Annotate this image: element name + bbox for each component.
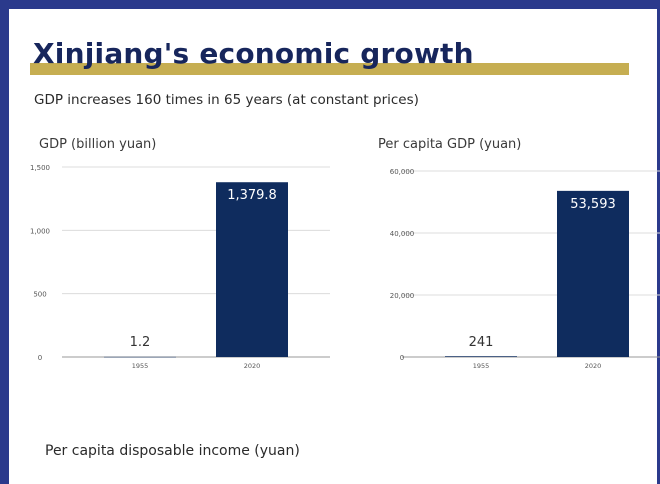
y-tick-label: 0: [38, 354, 42, 362]
y-tick-label: 60,000: [390, 168, 415, 176]
data-label: 1.2: [130, 335, 151, 350]
y-tick-label: 20,000: [390, 292, 415, 300]
y-tick-label: 1,500: [30, 164, 50, 172]
y-tick-label: 0: [400, 354, 404, 362]
title-underline-bar: [30, 63, 629, 75]
page-subtitle: GDP increases 160 times in 65 years (at …: [34, 92, 419, 108]
disposable-income-section-title: Per capita disposable income (yuan): [45, 443, 300, 459]
data-label: 241: [469, 335, 494, 350]
bar-2020: [557, 190, 629, 357]
y-tick-label: 1,000: [30, 227, 50, 235]
x-tick-label: 2020: [244, 362, 261, 370]
gdp-chart-title: GDP (billion yuan): [39, 137, 157, 152]
bar-1955: [445, 356, 517, 357]
per-capita-gdp-chart-title: Per capita GDP (yuan): [378, 137, 522, 152]
gdp-chart: 0 500 1,000 1,500 1.2 1955 1,379.8 2020: [30, 164, 330, 370]
x-tick-label: 1955: [132, 362, 149, 370]
bar-2020: [216, 182, 288, 357]
bar-1955: [104, 356, 176, 358]
y-tick-label: 500: [33, 291, 46, 299]
per-capita-gdp-chart: 0 20,000 40,000 60,000 241 1955 53,593 2020: [390, 168, 660, 370]
x-tick-label: 1955: [473, 362, 490, 370]
y-tick-label: 40,000: [390, 230, 415, 238]
data-label: 53,593: [570, 197, 616, 212]
data-label: 1,379.8: [227, 188, 277, 203]
page-title: Xinjiang's economic growth: [33, 37, 474, 70]
x-tick-label: 2020: [585, 362, 602, 370]
